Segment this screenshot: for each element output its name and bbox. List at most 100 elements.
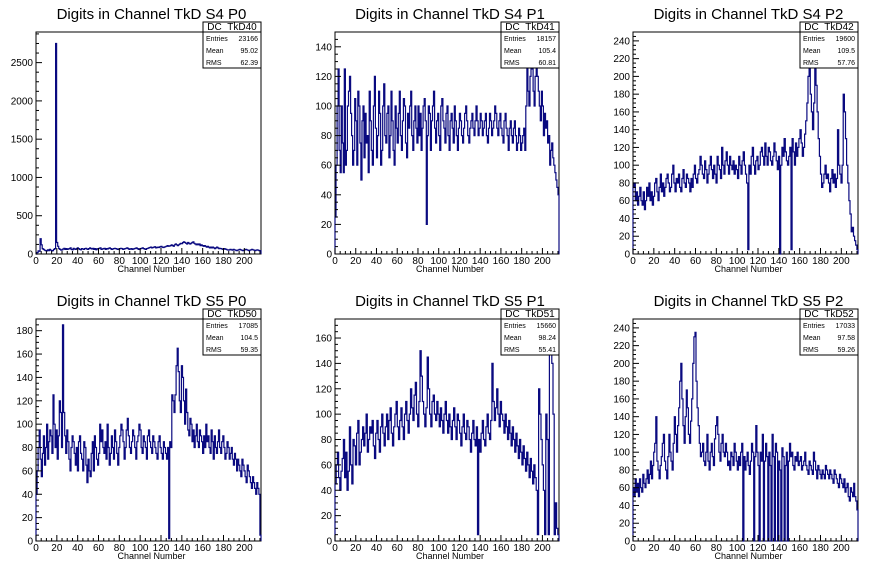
chart-panel-0: Digits in Channel TkD S4 P0 0 20 40 60 80 100 1… [11,6,262,274]
x-tick-label: 40 [371,543,383,554]
histogram-line [36,42,262,255]
x-tick-label: 80 [412,543,424,554]
x-tick-label: 60 [93,543,105,554]
x-tick-label: 180 [215,256,232,267]
chart-panel-3: Digits in Channel TkD S5 P0 0 20 40 60 80 100 1… [16,293,262,561]
x-tick-label: 80 [711,256,723,267]
x-tick-label: 80 [114,256,126,267]
x-tick-label: 200 [534,543,551,554]
y-tick-label: 2000 [11,96,34,107]
stats-key: Mean [803,48,821,55]
x-tick-label: 200 [236,256,253,267]
stats-key: RMS [206,60,222,67]
x-tick-label: 40 [669,256,681,267]
histogram-line [632,44,859,255]
x-tick-label: 160 [791,543,808,554]
y-tick-label: 20 [321,220,333,231]
x-tick-label: 40 [371,256,383,267]
stats-name: DC_TkD51 [505,309,555,320]
y-tick-label: 100 [613,161,630,172]
stats-box-frame [799,21,859,69]
stats-box: DC_TkD52 Entries 17033 Mean 97.58 RMS 59.26 [799,308,859,356]
x-tick-label: 180 [513,543,530,554]
y-tick-label: 100 [315,410,332,421]
x-tick-label: 140 [173,256,190,267]
y-tick-label: 0 [326,250,332,261]
stats-value: 109.5 [837,48,855,55]
stats-key: Entries [206,323,228,330]
x-tick-label: 120 [750,256,767,267]
y-tick-label: 120 [315,72,332,83]
y-tick-label: 40 [321,190,333,201]
y-tick-label: 20 [321,511,333,522]
stats-value: 98.24 [538,335,556,342]
histogram-line [334,46,560,254]
stats-value: 95.02 [240,48,258,55]
stats-value: 15660 [537,323,557,330]
stats-box-frame [500,21,560,69]
x-tick-label: 120 [153,543,170,554]
x-tick-label: 60 [392,543,404,554]
x-tick-label: 20 [51,543,63,554]
stats-key: Entries [504,323,526,330]
x-tick-label: 120 [451,256,468,267]
stats-key: Mean [206,335,224,342]
y-tick-label: 160 [613,394,630,405]
chart-panel-5: Digits in Channel TkD S5 P2 0 20 40 60 80 100 1… [613,293,859,561]
x-tick-label: 200 [833,256,850,267]
y-tick-label: 40 [619,214,631,225]
stats-name: DC_TkD41 [505,22,555,33]
x-tick-label: 120 [750,543,767,554]
y-tick-label: 80 [22,443,34,454]
stats-box: DC_TkD41 Entries 18157 Mean 105.4 RMS 60.81 [500,21,560,69]
y-tick-label: 120 [315,384,332,395]
y-tick-label: 220 [613,54,630,65]
x-tick-label: 200 [534,256,551,267]
x-tick-label: 140 [173,543,190,554]
y-tick-label: 80 [619,178,631,189]
x-tick-label: 140 [472,543,489,554]
stats-box-frame [500,308,560,356]
y-tick-label: 40 [321,486,333,497]
x-tick-label: 20 [350,256,362,267]
x-tick-label: 160 [493,256,510,267]
stats-box: DC_TkD51 Entries 15660 Mean 98.24 RMS 55.41 [500,308,560,356]
y-tick-label: 160 [16,350,33,361]
x-tick-label: 40 [72,256,84,267]
y-tick-label: 40 [619,501,631,512]
histogram-line [632,331,859,542]
plot-frame [334,318,560,542]
x-tick-label: 60 [690,543,702,554]
x-tick-label: 160 [194,543,211,554]
y-tick-label: 60 [321,161,333,172]
y-tick-label: 60 [619,196,631,207]
stats-value: 62.39 [240,60,258,67]
stats-value: 60.81 [538,60,556,67]
x-tick-label: 100 [132,543,149,554]
chart-panel-2: Digits in Channel TkD S4 P2 0 20 40 60 80 100 1… [613,6,859,274]
y-tick-label: 180 [16,326,33,337]
y-tick-label: 220 [613,341,630,352]
stats-value: 55.41 [538,347,556,354]
stats-value: 59.26 [837,347,855,354]
chart-title: Digits in Channel TkD S4 P0 [57,6,247,23]
stats-name: DC_TkD52 [804,309,854,320]
stats-value: 97.58 [837,335,855,342]
x-tick-label: 60 [93,256,105,267]
x-tick-label: 0 [630,256,636,267]
y-tick-label: 20 [619,232,631,243]
y-tick-label: 20 [22,513,34,524]
stats-key: Mean [504,335,522,342]
stats-value: 17033 [836,323,856,330]
x-tick-label: 180 [812,256,829,267]
stats-name: DC_TkD40 [207,22,257,33]
x-tick-label: 100 [430,256,447,267]
histogram-line [334,337,560,541]
stats-key: Mean [803,335,821,342]
x-tick-label: 0 [332,543,338,554]
x-tick-label: 140 [472,256,489,267]
stats-key: RMS [504,347,520,354]
stats-box-frame [202,21,262,69]
y-tick-label: 100 [16,420,33,431]
